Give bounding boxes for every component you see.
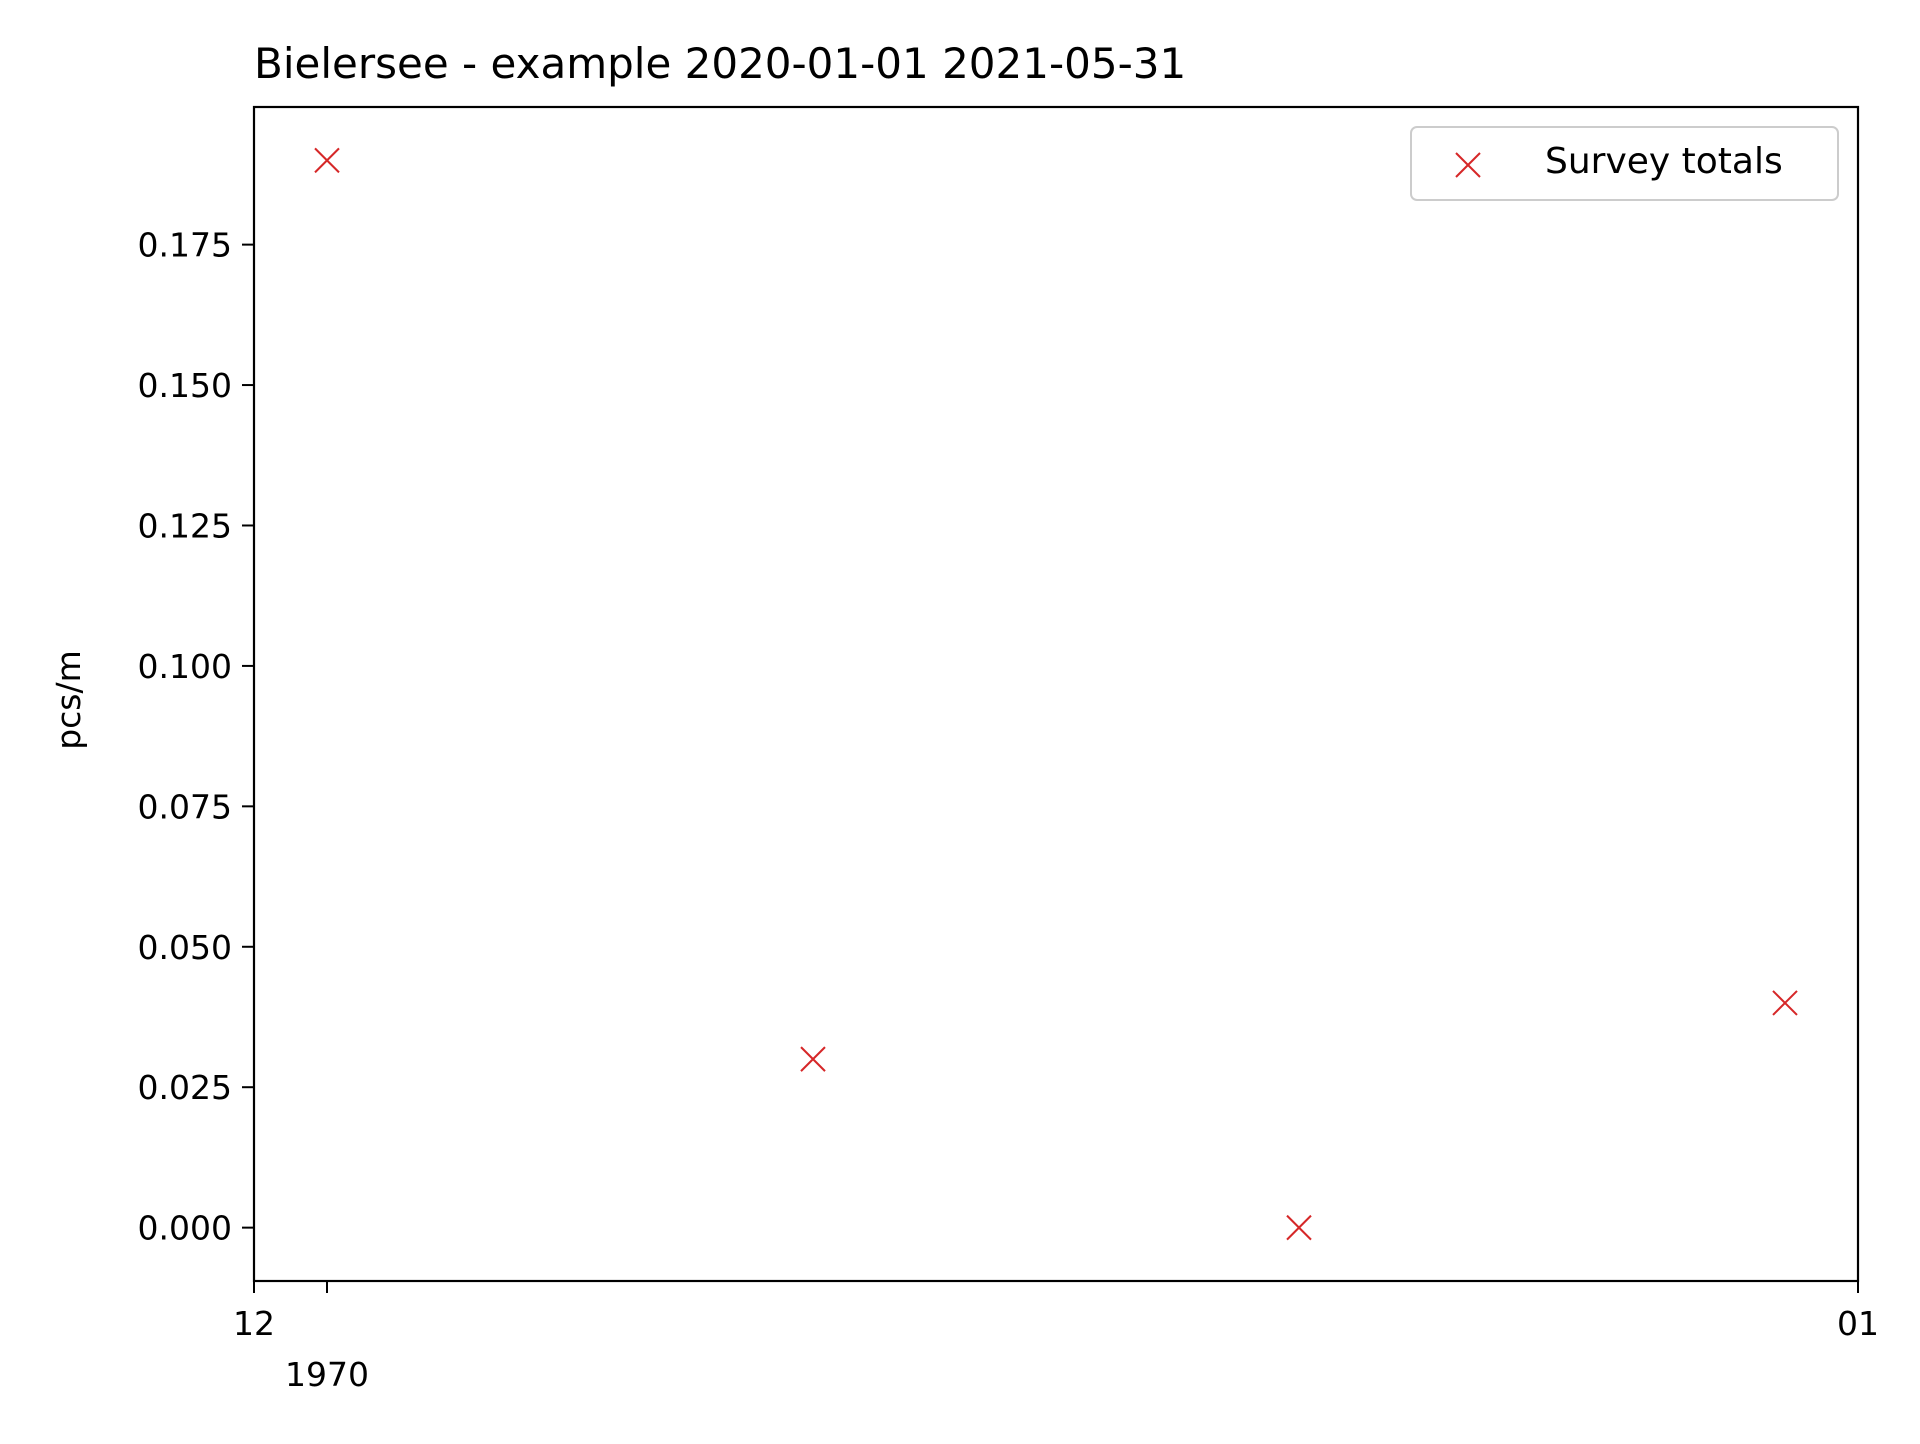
y-tick-label: 0.000: [138, 1209, 232, 1248]
plot-area-frame: [252, 105, 1860, 1283]
y-tick-label: 0.100: [138, 647, 232, 686]
chart-title: Bielersee - example 2020-01-01 2021-05-3…: [254, 39, 1186, 88]
data-point: [800, 1046, 826, 1072]
legend-box: [1410, 126, 1839, 201]
data-point-stroke: [1286, 1214, 1312, 1241]
x-tick-label: 01: [1837, 1304, 1879, 1343]
legend-marker-stroke: [1455, 152, 1481, 178]
y-tick-label: 0.150: [138, 366, 232, 405]
legend-label: Survey totals: [1545, 141, 1783, 182]
y-tick-label: 0.025: [138, 1068, 232, 1107]
y-tick-label: 0.125: [138, 506, 232, 545]
data-point: [1772, 990, 1798, 1016]
y-tick-label: 0.175: [138, 226, 232, 265]
x-tick-label: 12: [233, 1304, 275, 1343]
data-point-stroke: [314, 147, 340, 174]
data-point: [1286, 1214, 1312, 1241]
x-axis-ticks: 12 1970 01: [233, 1281, 1879, 1394]
data-points: [314, 147, 1798, 1241]
legend: Survey totals: [1410, 126, 1839, 201]
y-axis-ticks: 0.000 0.025 0.050 0.075 0.100 0.125 0.150 0.175: [138, 226, 254, 1248]
x-tick-sublabel: 1970: [285, 1355, 369, 1394]
y-tick-label: 0.050: [138, 928, 232, 967]
data-point-stroke: [1772, 990, 1798, 1016]
data-point: [314, 147, 340, 174]
data-point-stroke: [800, 1046, 826, 1072]
y-axis-label: pcs/m: [49, 650, 88, 750]
y-tick-label: 0.075: [138, 787, 232, 826]
legend-marker-x-icon: [1455, 152, 1481, 178]
